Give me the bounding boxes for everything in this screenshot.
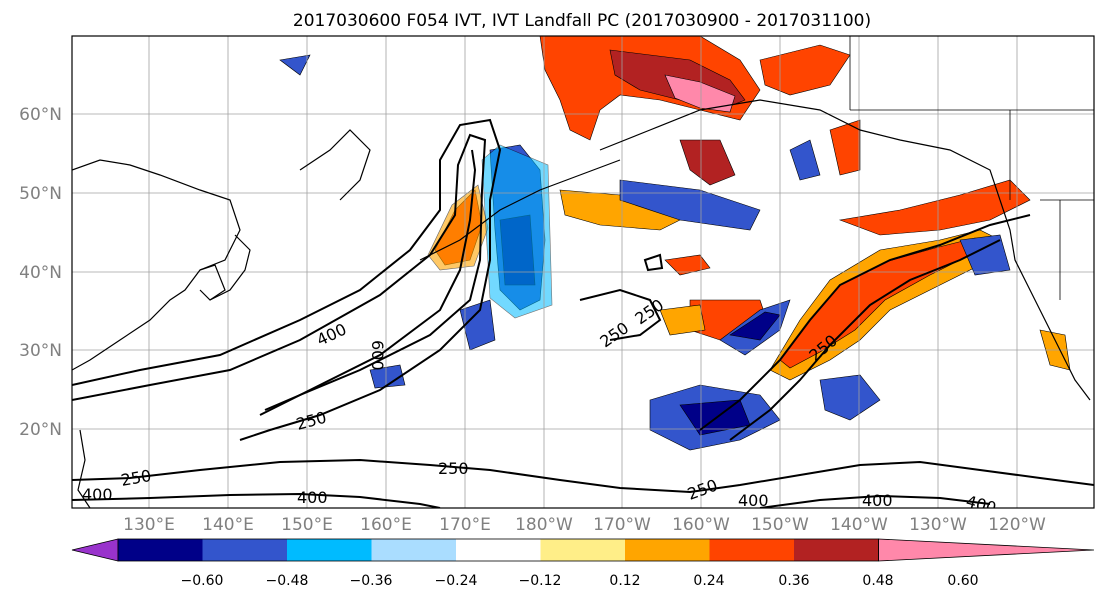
colorbar-swatch [794, 539, 879, 561]
lon-tick-label: 160°E [360, 515, 412, 535]
colorbar-swatch [118, 539, 203, 561]
contour-250-mid [579, 288, 662, 341]
pc-positive-gulf [838, 179, 1031, 236]
alaska-coast [599, 99, 1001, 201]
asia-coast [72, 159, 241, 371]
contour-label: 250 [438, 459, 469, 478]
colorbar-tick-label: 0.36 [778, 573, 809, 589]
colorbar-swatch [202, 539, 288, 561]
north-america-coast [999, 199, 1091, 401]
lon-tick-label: 180°W [515, 515, 573, 535]
colorbar-extend-min [71, 538, 119, 562]
lat-tick-label: 20°N [19, 420, 62, 440]
colorbar-tick-label: 0.60 [947, 573, 978, 589]
ivt-contours [72, 118, 1094, 508]
map-title: 2017030600 F054 IVT, IVT Landfall PC (20… [293, 11, 871, 31]
lat-tick-label: 50°N [19, 184, 62, 204]
contour-250-west [72, 118, 502, 441]
lon-tick-label: 170°W [593, 515, 651, 535]
lon-tick-label: 170°E [439, 515, 491, 535]
lat-tick-label: 30°N [19, 341, 62, 361]
lat-tick-label: 60°N [19, 105, 62, 125]
contour-400-south [72, 492, 441, 508]
lon-tick-label: 160°W [672, 515, 730, 535]
lon-tick-label: 150°E [281, 515, 333, 535]
boundaries [849, 36, 1094, 300]
contour-label: 400 [738, 491, 769, 510]
japan [209, 234, 251, 301]
contour-small [643, 253, 664, 272]
colorbar-tick-labels: −0.60 −0.48 −0.36 −0.24 −0.12 0.12 0.24 … [181, 573, 979, 589]
lon-tick-label: 140°W [830, 515, 888, 535]
map-frame [71, 35, 1095, 509]
colorbar-tick-label: 0.12 [609, 573, 640, 589]
contour-250-east-lower [729, 239, 1001, 441]
korea-peninsula [199, 264, 226, 301]
lon-tick-labels: 130°E 140°E 150°E 160°E 170°E 180°W 170°… [123, 515, 1046, 535]
contour-label: 400 [82, 485, 113, 504]
colorbar [71, 538, 1095, 562]
lon-tick-label: 120°W [988, 515, 1046, 535]
lon-tick-label: 130°W [909, 515, 967, 535]
contour-250-south [72, 458, 1094, 494]
contour-400-south-east [759, 494, 991, 508]
colorbar-tick-label: 0.48 [862, 573, 893, 589]
colorbar-frame [117, 538, 879, 562]
pc-positive-alaska-east [759, 44, 851, 96]
coastlines [72, 99, 1091, 508]
aleutians [419, 159, 621, 261]
contour-label: 400 [862, 491, 893, 510]
lon-tick-label: 130°E [123, 515, 175, 535]
contour-400-west [72, 133, 487, 411]
lon-tick-label: 140°E [202, 515, 254, 535]
lat-tick-label: 40°N [19, 263, 62, 283]
colorbar-tick-label: −0.36 [350, 573, 393, 589]
colorbar-swatch [456, 539, 541, 561]
colorbar-tick-label: −0.60 [181, 573, 224, 589]
colorbar-swatch [625, 539, 710, 561]
kamchatka [299, 129, 371, 201]
colorbar-swatch [287, 539, 372, 561]
colorbar-swatch [709, 539, 795, 561]
pc-max-alaska [664, 74, 736, 113]
lat-tick-labels: 20°N 30°N 40°N 50°N 60°N [19, 105, 62, 440]
colorbar-tick-label: 0.24 [693, 573, 724, 589]
pc-negative-north [619, 179, 761, 231]
contour-600-west [259, 149, 477, 416]
lon-tick-label: 150°W [751, 515, 809, 535]
contour-250-east [699, 214, 1031, 431]
contour-label: 400 [297, 488, 328, 507]
colorbar-tick-label: −0.48 [266, 573, 309, 589]
colorbar-extend-max [878, 538, 1095, 562]
colorbar-swatch [371, 539, 457, 561]
colorbar-swatch [540, 539, 626, 561]
colorbar-tick-label: −0.24 [435, 573, 478, 589]
colorbar-tick-label: −0.12 [519, 573, 562, 589]
contour-label: 600 [368, 340, 387, 371]
